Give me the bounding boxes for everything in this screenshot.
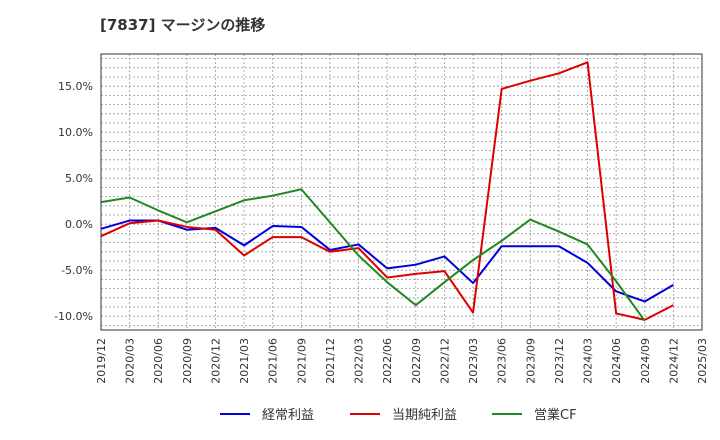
x-tick-label: 2024/09 [639, 338, 652, 384]
x-tick-label: 2022/09 [410, 338, 423, 384]
x-tick-label: 2023/09 [524, 338, 537, 384]
x-tick-label: 2024/06 [610, 338, 623, 384]
y-tick-labels: -10.0% -5.0% 0.0% 5.0% 10.0% 15.0% [54, 80, 93, 323]
x-tick-label: 2020/12 [209, 338, 222, 384]
series-line-1 [100, 219, 674, 303]
x-tick-label: 2020/03 [124, 338, 137, 384]
y-tick-label: 10.0% [58, 126, 93, 139]
x-tick-labels: 2019/12 2020/03 2020/06 2020/09 2020/12 2021/… [95, 338, 709, 384]
legend-label-2: 当期純利益 [392, 408, 457, 423]
x-tick-label: 2022/03 [353, 338, 366, 384]
x-tick-label: 2023/03 [467, 338, 480, 384]
y-tick-label: -10.0% [54, 310, 93, 323]
y-tick-label: -5.0% [61, 264, 93, 277]
chart-title: [7837] マージンの推移 [100, 16, 266, 34]
series-line-2 [100, 61, 674, 321]
x-tick-label: 2021/06 [267, 338, 280, 384]
x-tick-label: 2024/12 [667, 338, 680, 384]
series-lines [100, 61, 674, 322]
x-tick-label: 2022/12 [438, 338, 451, 384]
y-tick-label: 5.0% [65, 172, 93, 185]
plot-frame [100, 53, 703, 331]
x-tick-label: 2020/09 [181, 338, 194, 384]
y-tick-label: 15.0% [58, 80, 93, 93]
x-tick-label: 2021/12 [324, 338, 337, 384]
legend-label-1: 経常利益 [262, 408, 314, 423]
x-tick-label: 2024/03 [582, 338, 595, 384]
x-tick-label: 2022/06 [381, 338, 394, 384]
x-tick-label: 2019/12 [95, 338, 108, 384]
series-line-3 [100, 188, 646, 322]
x-tick-label: 2023/12 [553, 338, 566, 384]
x-tick-label: 2023/06 [496, 338, 509, 384]
x-tick-label: 2021/03 [238, 338, 251, 384]
x-tick-label: 2021/09 [295, 338, 308, 384]
x-tick-label: 2025/03 [696, 338, 709, 384]
grid-lines [100, 54, 703, 330]
legend-label-3: 営業CF [534, 407, 577, 423]
x-tick-label: 2020/06 [152, 338, 165, 384]
y-tick-label: 0.0% [65, 218, 93, 231]
legend: 経常利益 当期純利益 営業CF [220, 407, 577, 423]
